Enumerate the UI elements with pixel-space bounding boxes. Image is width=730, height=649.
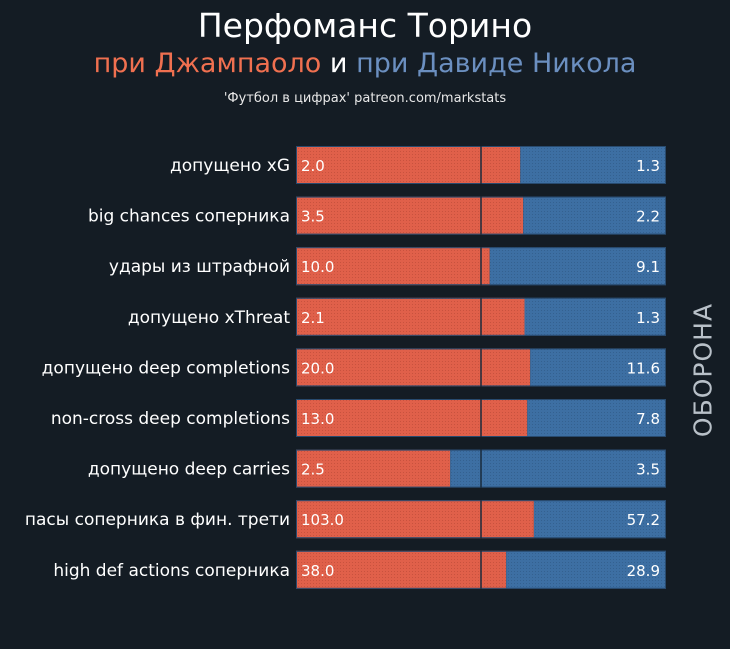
value-label-series2: 2.2 — [636, 208, 660, 226]
category-label: high def actions соперника — [53, 561, 290, 581]
bar-series1 — [296, 297, 525, 336]
bar-series1 — [296, 550, 507, 589]
value-label-series1: 103.0 — [301, 511, 344, 529]
bar-series1 — [296, 399, 528, 437]
value-label-series1: 10.0 — [301, 258, 334, 276]
value-label-series1: 3.5 — [301, 208, 325, 226]
category-label: допущено deep carries — [88, 460, 290, 480]
value-label-series1: 2.0 — [301, 157, 325, 175]
subtitle-series2: при Давиде Никола — [356, 48, 637, 79]
bar-series2 — [533, 500, 666, 539]
bar-series1 — [296, 500, 534, 539]
bar-series2 — [527, 399, 666, 437]
category-label: удары из штрафной — [109, 257, 290, 277]
value-label-series2: 1.3 — [636, 309, 660, 327]
bar-series2 — [530, 348, 666, 387]
subtitle-series1: при Джампаоло — [93, 48, 322, 79]
category-label: допущено xG — [170, 156, 290, 176]
category-label: non-cross deep completions — [51, 409, 290, 429]
value-label-series1: 20.0 — [301, 359, 334, 377]
bar-series1 — [296, 196, 524, 235]
bar-series2 — [450, 449, 666, 488]
chart-credit: 'Футбол в цифрах' patreon.com/markstats — [223, 91, 507, 106]
bar-series2 — [523, 196, 666, 235]
bar-series1 — [296, 146, 521, 184]
value-label-series1: 2.1 — [301, 309, 325, 327]
category-label: big chances соперника — [88, 207, 290, 227]
subtitle-and: и — [329, 48, 348, 79]
category-label: допущено xThreat — [128, 308, 290, 328]
category-label: пасы соперника в фин. трети — [25, 510, 290, 530]
bar-series2 — [520, 146, 666, 184]
value-label-series1: 2.5 — [301, 461, 325, 479]
bar-series2 — [524, 297, 666, 336]
category-label: допущено deep completions — [42, 358, 290, 378]
value-label-series2: 7.8 — [636, 410, 660, 428]
bar-series1 — [296, 449, 451, 488]
chart-subtitle: при Джампаоло и при Давиде Никола — [0, 47, 730, 81]
value-label-series1: 13.0 — [301, 410, 334, 428]
value-label-series2: 1.3 — [636, 157, 660, 175]
value-label-series2: 28.9 — [627, 562, 660, 580]
chart-title: Перфоманс Торино — [197, 6, 533, 45]
bar-series2 — [506, 550, 666, 589]
value-label-series2: 11.6 — [627, 359, 660, 377]
value-label-series2: 9.1 — [636, 258, 660, 276]
bar-series1 — [296, 348, 531, 387]
value-label-series2: 3.5 — [636, 461, 660, 479]
bar-series1 — [296, 247, 490, 286]
bar-series2 — [489, 247, 666, 286]
value-label-series2: 57.2 — [627, 511, 660, 529]
value-label-series1: 38.0 — [301, 562, 334, 580]
